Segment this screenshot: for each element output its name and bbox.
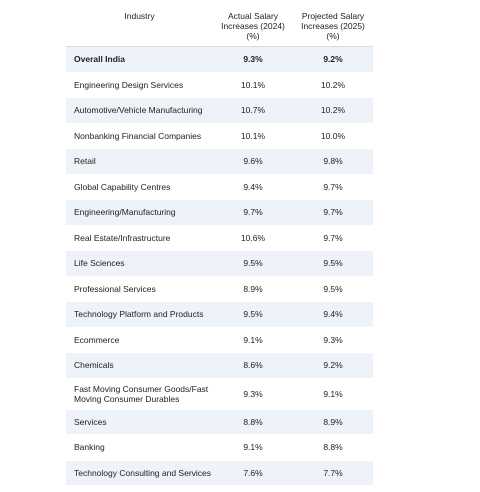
header-actual-2024: Actual Salary Increases (2024) (%)	[213, 6, 293, 47]
projected-2025-cell: 9.5%	[293, 276, 373, 302]
industry-cell: Technology Consulting and Services	[66, 460, 213, 486]
table-row: Nonbanking Financial Companies 10.1% 10.0%	[66, 123, 373, 149]
projected-2025-cell: 8.9%	[293, 409, 373, 435]
projected-2025-cell: 9.7%	[293, 199, 373, 226]
projected-2025-cell: 9.5%	[293, 250, 373, 277]
actual-2024-cell: 10.1%	[213, 123, 293, 149]
table-row: Services 8.8% 8.9%	[66, 409, 373, 435]
industry-cell: Nonbanking Financial Companies	[66, 123, 213, 149]
header-projected-2025: Projected Salary Increases (2025) (%)	[293, 6, 373, 47]
table-row: Technology Consulting and Services 7.6% 7.…	[66, 460, 373, 486]
actual-2024-cell: 10.7%	[213, 97, 293, 124]
projected-2025-cell: 9.7%	[293, 174, 373, 200]
table-row: Overall India 9.3% 9.2%	[66, 46, 373, 73]
industry-cell: Ecommerce	[66, 327, 213, 353]
table-row: Global Capability Centres 9.4% 9.7%	[66, 174, 373, 200]
industry-cell: Real Estate/Infrastructure	[66, 225, 213, 251]
industry-cell: Fast Moving Consumer Goods/Fast Moving C…	[66, 378, 213, 410]
actual-2024-cell: 9.1%	[213, 434, 293, 461]
table-row: Real Estate/Infrastructure 10.6% 9.7%	[66, 225, 373, 251]
actual-2024-cell: 10.1%	[213, 72, 293, 98]
table-header-row: Industry Actual Salary Increases (2024) …	[66, 6, 373, 47]
projected-2025-cell: 8.8%	[293, 434, 373, 461]
industry-cell: Overall India	[66, 46, 213, 73]
table-row: Engineering/Manufacturing 9.7% 9.7%	[66, 199, 373, 226]
table-row: Retail 9.6% 9.8%	[66, 148, 373, 175]
actual-2024-cell: 9.3%	[213, 46, 293, 73]
industry-cell: Professional Services	[66, 276, 213, 302]
header-industry: Industry	[66, 6, 213, 47]
table-row: Banking 9.1% 8.8%	[66, 434, 373, 461]
table-body: Overall India 9.3% 9.2% Engineering Design …	[66, 46, 373, 486]
projected-2025-cell: 10.0%	[293, 123, 373, 149]
projected-2025-cell: 9.1%	[293, 378, 373, 410]
industry-cell: Life Sciences	[66, 250, 213, 277]
actual-2024-cell: 8.8%	[213, 409, 293, 435]
industry-cell: Retail	[66, 148, 213, 175]
actual-2024-cell: 9.1%	[213, 327, 293, 353]
projected-2025-cell: 9.4%	[293, 301, 373, 328]
table-row: Life Sciences 9.5% 9.5%	[66, 250, 373, 277]
actual-2024-cell: 9.4%	[213, 174, 293, 200]
projected-2025-cell: 9.3%	[293, 327, 373, 353]
table-row: Technology Platform and Products 9.5% 9.4%	[66, 301, 373, 328]
table-row: Fast Moving Consumer Goods/Fast Moving C…	[66, 378, 373, 410]
actual-2024-cell: 9.6%	[213, 148, 293, 175]
table-row: Automotive/Vehicle Manufacturing 10.7% 10.…	[66, 97, 373, 124]
projected-2025-cell: 9.8%	[293, 148, 373, 175]
table-row: Chemicals 8.6% 9.2%	[66, 352, 373, 379]
projected-2025-cell: 9.2%	[293, 46, 373, 73]
industry-cell: Technology Platform and Products	[66, 301, 213, 328]
industry-cell: Chemicals	[66, 352, 213, 379]
projected-2025-cell: 9.2%	[293, 352, 373, 379]
table-row: Ecommerce 9.1% 9.3%	[66, 327, 373, 353]
actual-2024-cell: 9.5%	[213, 250, 293, 277]
projected-2025-cell: 10.2%	[293, 72, 373, 98]
salary-increase-table: Industry Actual Salary Increases (2024) …	[66, 6, 373, 486]
projected-2025-cell: 10.2%	[293, 97, 373, 124]
actual-2024-cell: 8.6%	[213, 352, 293, 379]
actual-2024-cell: 9.3%	[213, 378, 293, 410]
actual-2024-cell: 8.9%	[213, 276, 293, 302]
industry-cell: Engineering Design Services	[66, 72, 213, 98]
projected-2025-cell: 9.7%	[293, 225, 373, 251]
actual-2024-cell: 9.7%	[213, 199, 293, 226]
industry-cell: Engineering/Manufacturing	[66, 199, 213, 226]
industry-cell: Global Capability Centres	[66, 174, 213, 200]
actual-2024-cell: 7.6%	[213, 460, 293, 486]
projected-2025-cell: 7.7%	[293, 460, 373, 486]
table-row: Professional Services 8.9% 9.5%	[66, 276, 373, 302]
industry-cell: Services	[66, 409, 213, 435]
table-row: Engineering Design Services 10.1% 10.2%	[66, 72, 373, 98]
industry-cell: Automotive/Vehicle Manufacturing	[66, 97, 213, 124]
industry-cell: Banking	[66, 434, 213, 461]
actual-2024-cell: 9.5%	[213, 301, 293, 328]
actual-2024-cell: 10.6%	[213, 225, 293, 251]
